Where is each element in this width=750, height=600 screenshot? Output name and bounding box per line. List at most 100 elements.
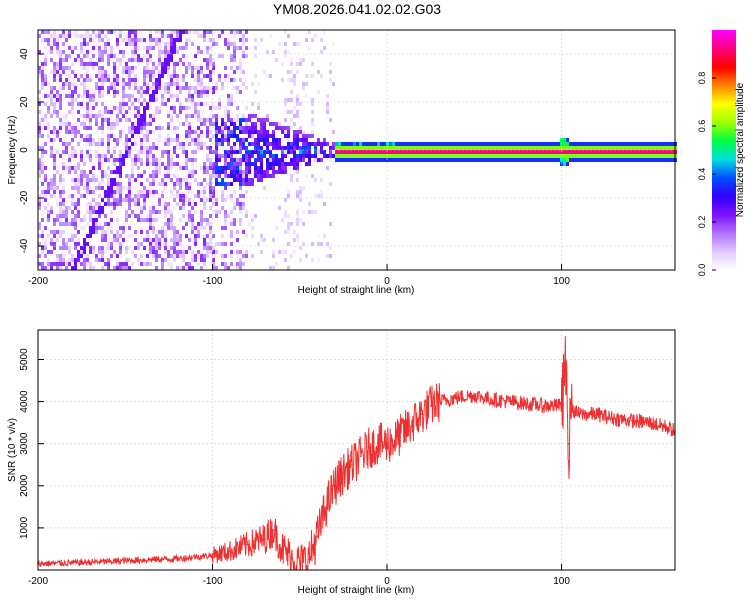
heatmap-cell — [455, 142, 458, 146]
heatmap-cell — [65, 210, 68, 214]
heatmap-cell — [125, 66, 128, 70]
snr-point — [386, 442, 388, 445]
heatmap-cell — [92, 166, 95, 170]
heatmap-cell — [293, 106, 296, 110]
heatmap-cell — [206, 246, 209, 250]
heatmap-cell — [545, 158, 548, 162]
heatmap-cell — [167, 134, 170, 138]
heatmap-cell — [245, 178, 248, 182]
heatmap-cell — [170, 38, 173, 42]
heatmap-cell — [194, 202, 197, 206]
heatmap-cell — [200, 226, 203, 230]
heatmap-cell — [89, 34, 92, 38]
heatmap-cell — [131, 34, 134, 38]
heatmap-cell — [95, 62, 98, 66]
heatmap-cell — [260, 166, 263, 170]
heatmap-cell — [125, 38, 128, 42]
heatmap-cell — [89, 142, 92, 146]
heatmap-cell — [179, 186, 182, 190]
heatmap-cell — [296, 114, 299, 118]
heatmap-cell — [53, 190, 56, 194]
heatmap-cell — [137, 98, 140, 102]
heatmap-cell — [473, 150, 476, 154]
heatmap-cell — [86, 242, 89, 246]
heatmap-cell — [266, 74, 269, 78]
heatmap-cell — [308, 74, 311, 78]
heatmap-cell — [149, 214, 152, 218]
heatmap-cell — [74, 122, 77, 126]
heatmap-cell — [101, 230, 104, 234]
heatmap-cell — [167, 42, 170, 46]
heatmap-cell — [359, 146, 362, 150]
heatmap-cell — [353, 142, 356, 146]
heatmap-cell — [44, 38, 47, 42]
heatmap-cell — [152, 82, 155, 86]
heatmap-cell — [419, 142, 422, 146]
heatmap-cell — [530, 142, 533, 146]
heatmap-cell — [158, 242, 161, 246]
heatmap-cell — [185, 46, 188, 50]
heatmap-cell — [527, 158, 530, 162]
heatmap-cell — [113, 202, 116, 206]
heatmap-cell — [53, 94, 56, 98]
heatmap-cell — [92, 174, 95, 178]
heatmap-cell — [116, 106, 119, 110]
heatmap-cell — [662, 150, 665, 154]
heatmap-cell — [140, 58, 143, 62]
heatmap-cell — [197, 234, 200, 238]
heatmap-cell — [143, 74, 146, 78]
heatmap-cell — [215, 214, 218, 218]
heatmap-cell — [464, 142, 467, 146]
heatmap-cell — [86, 258, 89, 262]
heatmap-cell — [101, 142, 104, 146]
heatmap-cell — [533, 142, 536, 146]
heatmap-cell — [296, 238, 299, 242]
heatmap-cell — [149, 242, 152, 246]
heatmap-cell — [599, 142, 602, 146]
heatmap-cell — [551, 154, 554, 158]
heatmap-cell — [197, 194, 200, 198]
heatmap-cell — [77, 230, 80, 234]
heatmap-cell — [431, 154, 434, 158]
heatmap-cell — [539, 158, 542, 162]
snr-y-axis-label: SNR (10 * v/v) — [7, 418, 18, 482]
heatmap-cell — [398, 142, 401, 146]
heatmap-cell — [98, 194, 101, 198]
heatmap-cell — [71, 202, 74, 206]
heatmap-cell — [287, 214, 290, 218]
heatmap-cell — [182, 74, 185, 78]
heatmap-cell — [185, 134, 188, 138]
heatmap-cell — [59, 78, 62, 82]
heatmap-cell — [149, 30, 152, 34]
heatmap-cell — [374, 154, 377, 158]
heatmap-cell — [179, 266, 182, 270]
heatmap-cell — [452, 154, 455, 158]
heatmap-cell — [125, 118, 128, 122]
snr-point — [72, 562, 74, 564]
heatmap-cell — [242, 206, 245, 210]
heatmap-cell — [161, 98, 164, 102]
heatmap-cell — [77, 242, 80, 246]
heatmap-cell — [575, 146, 578, 150]
heatmap-cell — [254, 114, 257, 118]
heatmap-cell — [59, 218, 62, 222]
heatmap-cell — [224, 134, 227, 138]
heatmap-cell — [101, 54, 104, 58]
heatmap-cell — [308, 202, 311, 206]
heatmap-cell — [446, 142, 449, 146]
heatmap-cell — [197, 110, 200, 114]
heatmap-cell — [209, 158, 212, 162]
heatmap-cell — [287, 126, 290, 130]
heatmap-cell — [113, 182, 116, 186]
heatmap-cell — [83, 54, 86, 58]
heatmap-cell — [479, 150, 482, 154]
heatmap-cell — [71, 78, 74, 82]
heatmap-cell — [101, 154, 104, 158]
heatmap-cell — [146, 106, 149, 110]
heatmap-cell — [239, 194, 242, 198]
heatmap-cell — [161, 150, 164, 154]
heatmap-cell — [158, 202, 161, 206]
heatmap-cell — [194, 58, 197, 62]
